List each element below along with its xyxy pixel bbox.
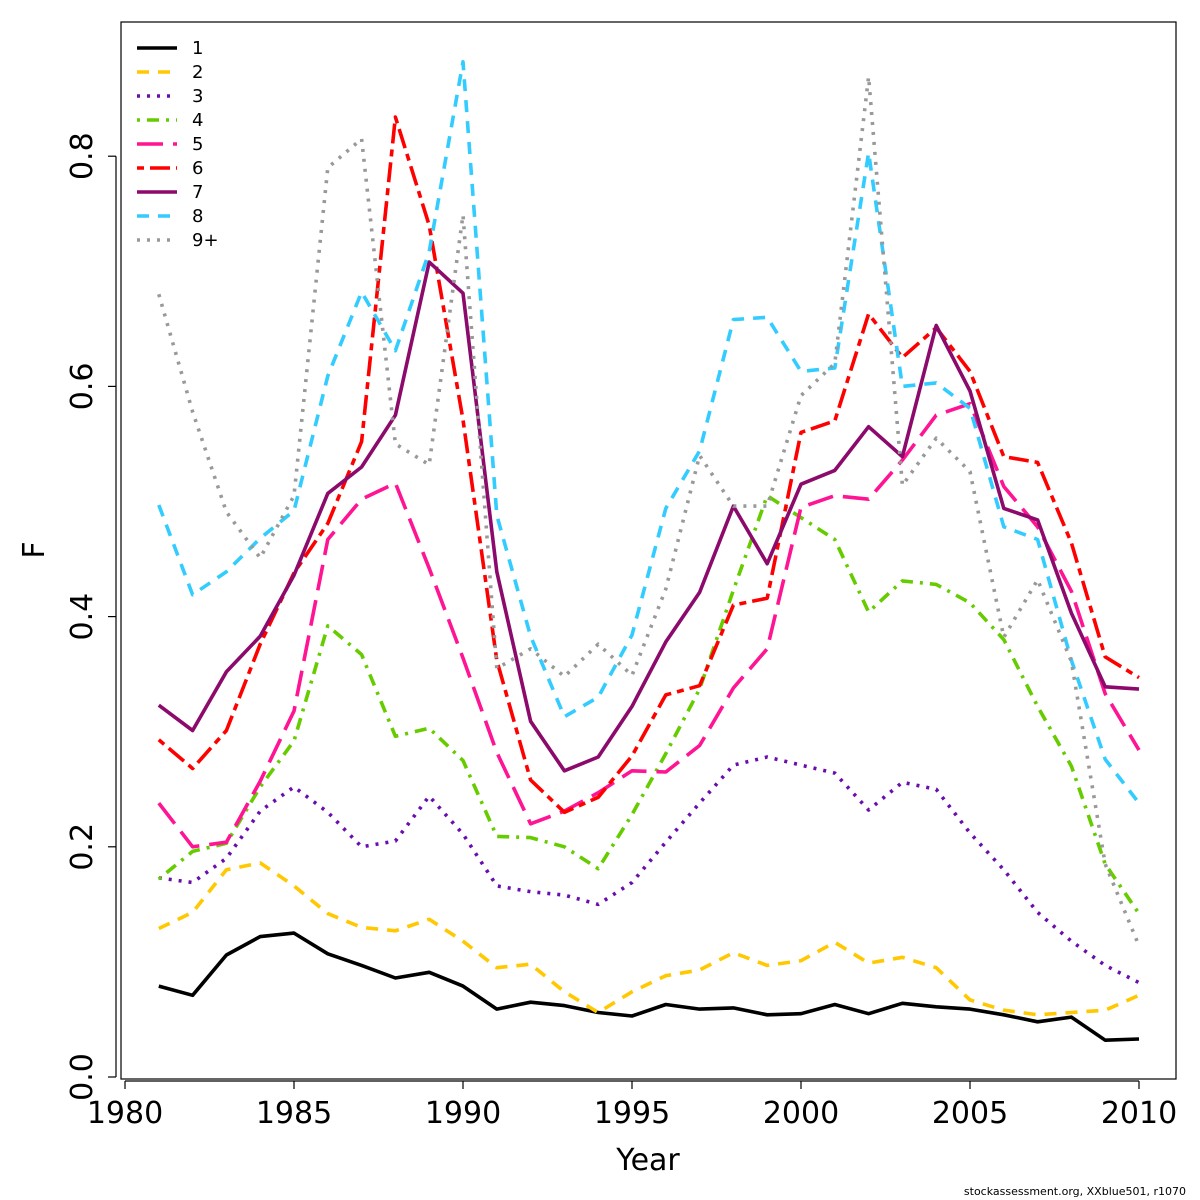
x-tick-label: 1980 — [87, 1096, 163, 1131]
x-tick-label: 2005 — [932, 1096, 1008, 1131]
series-line-7 — [157, 260, 1140, 773]
x-tick-label: 1995 — [594, 1096, 670, 1131]
legend-label-6: 6 — [192, 158, 203, 179]
legend-label-3: 3 — [192, 86, 203, 107]
y-axis-title: F — [17, 541, 52, 558]
y-tick-label: 0.6 — [65, 363, 100, 411]
series-line-8 — [157, 59, 1141, 805]
legend-label-9plus: 9+ — [192, 230, 219, 251]
x-tick-label: 2010 — [1101, 1096, 1177, 1131]
y-tick-label: 0.0 — [65, 1053, 100, 1101]
plot-frame — [120, 21, 1177, 1080]
y-tick-label: 0.2 — [65, 823, 100, 871]
legend-label-7: 7 — [192, 182, 203, 203]
legend-label-1: 1 — [192, 38, 203, 59]
y-tick-label: 0.8 — [65, 132, 100, 180]
legend-label-8: 8 — [192, 206, 203, 227]
x-tick-label: 1985 — [256, 1096, 332, 1131]
series-line-4 — [157, 493, 1141, 915]
y-tick-label: 0.4 — [65, 593, 100, 641]
axes: 1980 1985 1990 1995 2000 2005 2010 0.0 0.2 0.4 0.6… — [65, 132, 1177, 1131]
legend: 1 2 3 4 5 6 7 8 9+ — [137, 38, 219, 251]
series-line-3 — [158, 755, 1140, 985]
legend-label-4: 4 — [192, 110, 203, 131]
credit-text: stockassessment.org, XXblue501, r1070 — [964, 1185, 1186, 1198]
series-line-5 — [157, 401, 1141, 849]
series-line-9plus — [157, 75, 1141, 947]
x-tick-label: 2000 — [763, 1096, 839, 1131]
legend-label-2: 2 — [192, 62, 203, 83]
series-layer — [157, 59, 1141, 1042]
x-axis-title: Year — [615, 1143, 680, 1178]
series-line-2 — [158, 861, 1140, 1017]
series-line-1 — [158, 931, 1140, 1042]
series-line-6 — [157, 115, 1140, 815]
x-tick-label: 1990 — [425, 1096, 501, 1131]
legend-label-5: 5 — [192, 134, 203, 155]
